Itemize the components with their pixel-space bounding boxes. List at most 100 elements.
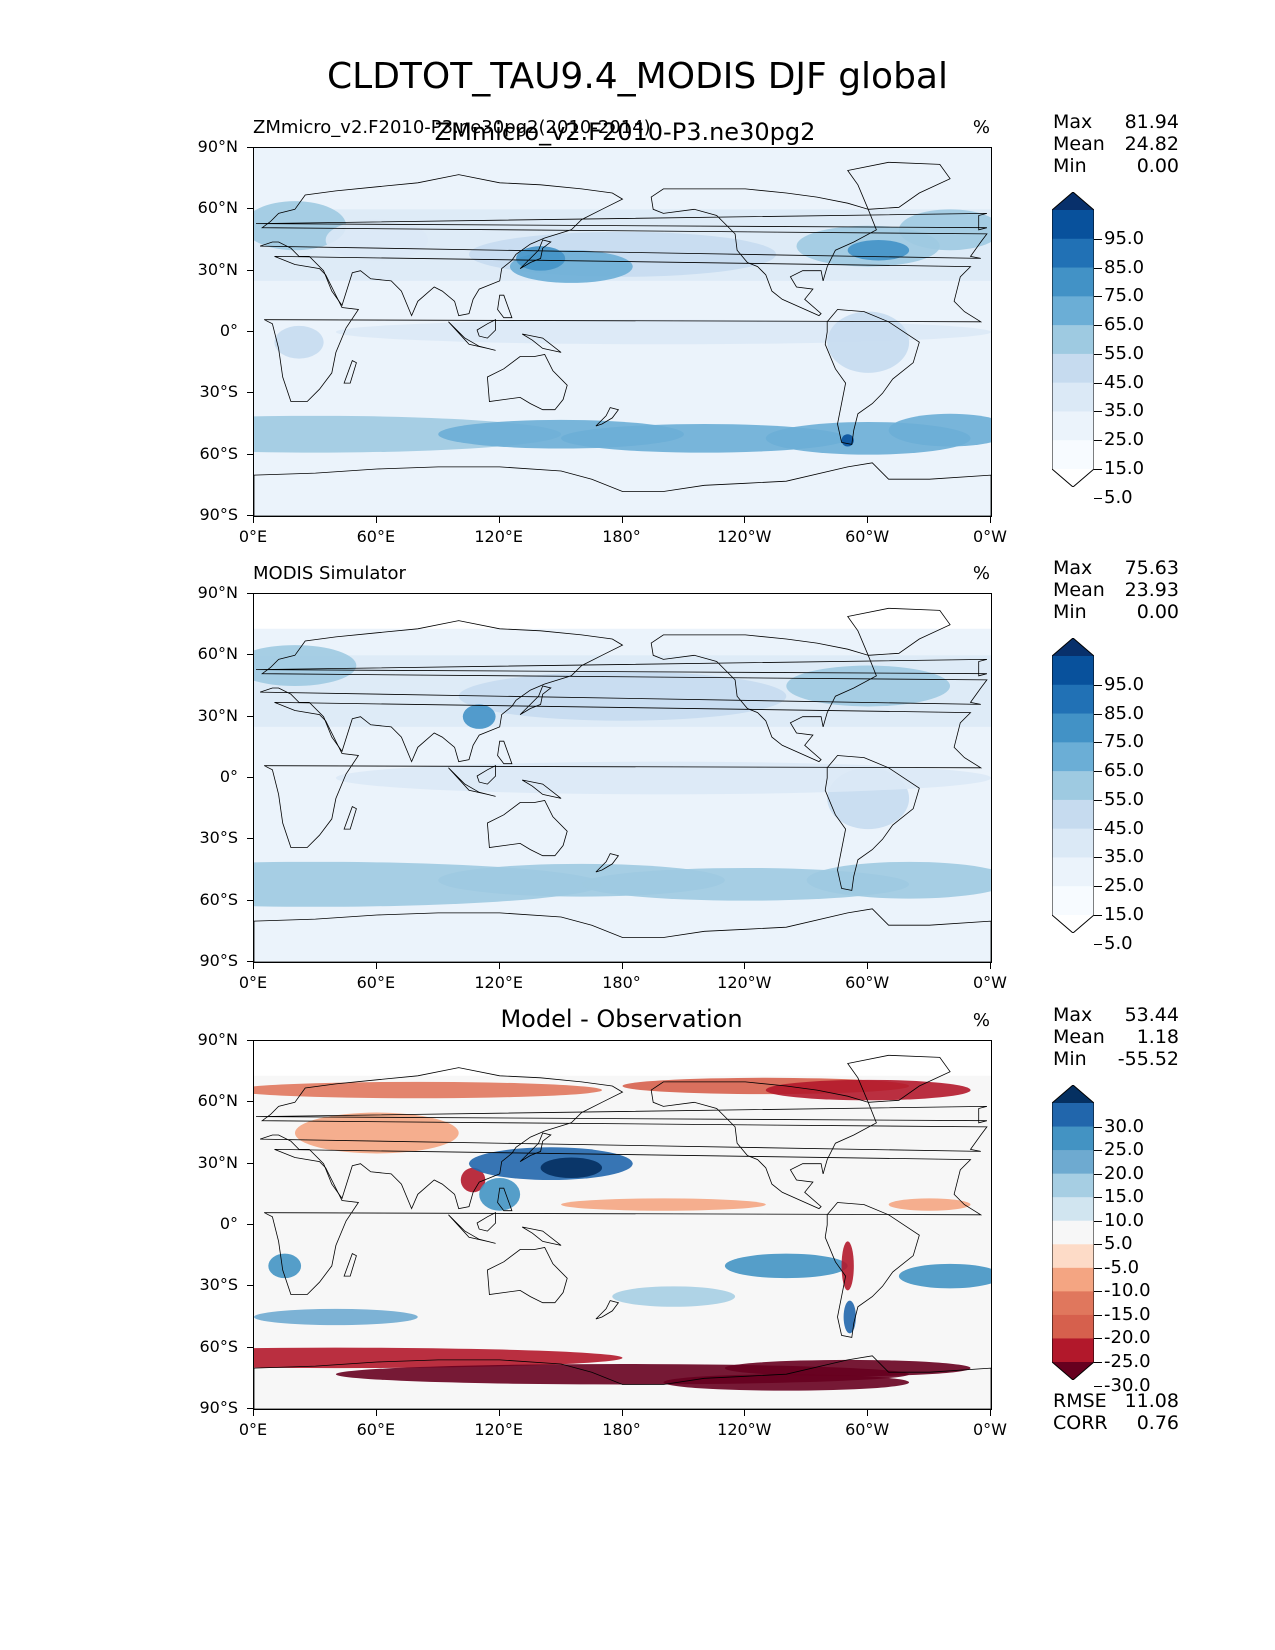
colorbar-segment	[1052, 238, 1094, 269]
colorbar-tick-mark	[1094, 1244, 1102, 1246]
contour-region	[806, 861, 991, 899]
contour-region	[254, 1081, 602, 1099]
lon-tick-label: 0°E	[238, 527, 268, 546]
colorbar-tick-mark	[1094, 238, 1102, 240]
colorbar-tick-mark	[1094, 1150, 1102, 1152]
coastline-greatbritain	[255, 1106, 987, 1124]
stats-box: Max 81.94 Mean 24.82 Min 0.00	[1053, 111, 1179, 177]
figure-title: CLDTOT_TAU9.4_MODIS DJF global	[327, 56, 948, 97]
stat-name: Mean	[1053, 133, 1105, 155]
colorbar-tick-mark	[1094, 411, 1102, 413]
colorbar-tick-label: 25.0	[1104, 875, 1145, 897]
colorbar-tick-label: -20.0	[1104, 1327, 1151, 1349]
lon-tick-mark	[375, 1410, 377, 1416]
lat-tick-mark	[247, 961, 253, 962]
lon-tick-mark	[990, 1410, 991, 1416]
coastline-eurasia	[259, 1067, 988, 1210]
colorbar-segment	[1052, 1197, 1094, 1222]
lon-tick-label: 120°W	[717, 1420, 772, 1439]
lon-tick-mark	[253, 1410, 254, 1416]
colorbar-tick-mark	[1094, 713, 1102, 715]
coastline-borneo	[476, 765, 497, 785]
lon-tick-label: 60°E	[356, 1420, 396, 1439]
contour-region	[841, 1241, 854, 1291]
coastline-japan	[519, 239, 552, 269]
lon-tick-label: 180°	[602, 973, 641, 992]
colorbar-segment	[1052, 857, 1094, 887]
coastline-phil	[497, 1187, 513, 1212]
stat-name: Max	[1053, 557, 1093, 579]
colorbar-tick-label: 15.0	[1104, 458, 1145, 479]
lat-tick-label: 90°S	[199, 1398, 238, 1417]
colorbar-tick-mark	[1094, 325, 1102, 327]
lat-tick-mark	[247, 453, 253, 455]
stat-value: 0.76	[1136, 1412, 1179, 1434]
coastline-nz	[595, 853, 620, 873]
contour-region	[254, 1347, 623, 1369]
stat-row: Max 53.44	[1053, 1004, 1179, 1026]
units-label: %	[972, 1010, 990, 1031]
contour-region	[294, 1112, 459, 1154]
colorbar-tick-label: 85.0	[1104, 702, 1145, 724]
colorbar-tick-label: 75.0	[1104, 285, 1145, 307]
coastline-australia	[486, 800, 568, 857]
lat-tick-label: 0°	[219, 767, 238, 786]
stat-name: Max	[1053, 1004, 1093, 1026]
lat-tick-label: 90°N	[197, 583, 238, 602]
panel-left-title: ZMmicro_v2.F2010-P3.ne30pg2(2010-2014)	[253, 117, 651, 138]
colorbar	[1052, 1085, 1094, 1380]
lon-tick-mark	[621, 963, 623, 969]
contour-region	[268, 1253, 302, 1279]
contour-region	[827, 311, 910, 373]
colorbar-tick-label: 25.0	[1104, 1139, 1145, 1161]
contour-region	[540, 1157, 603, 1178]
colorbar-segment	[1052, 382, 1094, 412]
colorbar-extend-max	[1052, 1085, 1094, 1103]
colorbar-extend-max	[1052, 638, 1094, 656]
coastline-phil	[497, 294, 513, 319]
coastline-africa	[264, 256, 983, 402]
colorbar-tick-mark	[1094, 799, 1102, 801]
colorbar-segment	[1052, 742, 1094, 772]
colorbar-tick-label: 85.0	[1104, 256, 1145, 278]
lon-tick-mark	[621, 1410, 623, 1416]
colorbar-tick-label: 10.0	[1104, 1209, 1145, 1231]
lat-tick-mark	[247, 593, 253, 594]
colorbar-tick-label: 65.0	[1104, 314, 1145, 336]
coastline-antarctica	[254, 1355, 991, 1409]
lon-tick-mark	[498, 517, 500, 523]
lon-tick-mark	[744, 963, 746, 969]
stat-name: Min	[1053, 155, 1087, 177]
coastline-eurasia	[259, 174, 988, 317]
colorbar-segment	[1052, 353, 1094, 384]
colorbar-segment	[1052, 828, 1094, 858]
colorbar-segment	[1052, 771, 1094, 801]
lat-tick-label: 90°N	[197, 1030, 238, 1049]
stat-value: 11.08	[1124, 1390, 1179, 1412]
colorbar-tick-mark	[1094, 382, 1102, 384]
lon-tick-label: 0°E	[238, 1420, 268, 1439]
lat-tick-mark	[247, 899, 253, 901]
colorbar-tick-label: -5.0	[1104, 1256, 1140, 1278]
stat-value: 23.93	[1124, 579, 1179, 601]
lat-tick-mark	[247, 1408, 253, 1409]
colorbar-segment	[1052, 1338, 1094, 1363]
colorbar-segment	[1052, 1103, 1094, 1128]
colorbar-segment	[1052, 1150, 1094, 1175]
colorbar-tick-mark	[1094, 742, 1102, 744]
coastline-greenland	[847, 161, 951, 210]
map-plot	[253, 1040, 992, 1410]
colorbar-segment	[1052, 1314, 1094, 1339]
coastline-nz	[595, 407, 620, 427]
lat-tick-mark	[247, 715, 253, 717]
stat-name: Mean	[1053, 579, 1105, 601]
map-svg	[254, 1041, 991, 1409]
lat-tick-label: 60°N	[197, 198, 238, 218]
lon-tick-mark	[867, 517, 869, 523]
lon-tick-label: 60°W	[845, 1420, 890, 1439]
lat-tick-label: 60°S	[199, 443, 238, 463]
colorbar-tick-label: 15.0	[1104, 904, 1145, 925]
stat-row: Min 0.00	[1053, 601, 1179, 623]
contour-region	[786, 665, 951, 707]
contour-region	[325, 219, 429, 261]
